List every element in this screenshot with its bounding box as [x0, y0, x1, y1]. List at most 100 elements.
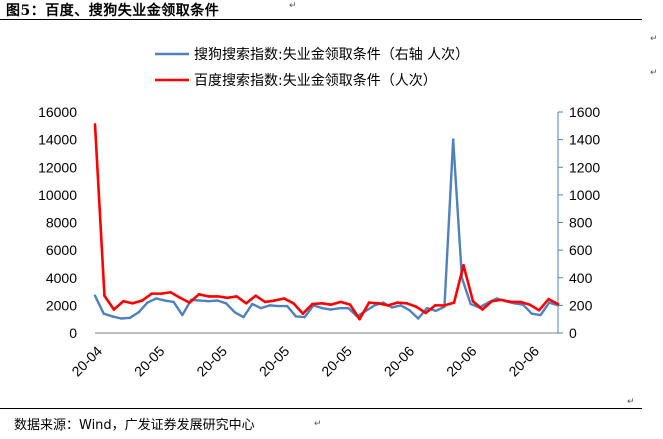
series-segment [462, 264, 475, 303]
legend-label-baidu: 百度搜索指数:失业金领取条件（人次） [194, 72, 437, 89]
series-segment [548, 301, 560, 307]
left-axis-tick-label: 10000 [38, 187, 77, 203]
series-segment [224, 302, 236, 314]
chart-legend: 搜狗搜索指数:失业金领取条件（右轴 人次） 百度搜索指数:失业金领取条件（人次） [155, 46, 469, 89]
right-axis-tick-label: 600 [569, 242, 593, 258]
series-segment [424, 304, 437, 315]
series-segment [188, 293, 201, 304]
series-segment [216, 299, 228, 305]
top-rule [0, 19, 642, 20]
series-segment [513, 302, 525, 306]
x-axis-tick-label: 20-06 [443, 343, 480, 380]
series-segment [131, 299, 144, 305]
series-segment [285, 304, 298, 318]
series-segment [169, 290, 182, 300]
series-segment [443, 138, 455, 308]
left-axis-tick-label: 4000 [46, 270, 77, 286]
x-axis-tick-label: 20-05 [256, 343, 293, 380]
series-segment [292, 302, 305, 315]
right-axis-tick-label: 400 [569, 270, 593, 286]
series-segment [303, 304, 315, 319]
series-segment [451, 138, 464, 279]
series-segment [547, 297, 560, 306]
series-segment [320, 302, 333, 306]
series-segment [399, 304, 411, 312]
right-axis-tick-label: 1000 [569, 187, 600, 203]
series-segment [390, 304, 402, 309]
right-axis-tick-label: 1600 [569, 104, 600, 120]
left-axis-tick-label: 16000 [38, 104, 77, 120]
series-segment [140, 292, 153, 302]
series-segment [500, 298, 513, 304]
series-segment [225, 295, 239, 300]
series-segment [242, 302, 254, 319]
series-segment [102, 312, 114, 318]
series-segment [259, 304, 271, 310]
series-segment [137, 301, 149, 314]
x-axis-tick-label: 20-05 [193, 343, 230, 380]
series-segment [443, 301, 456, 307]
x-axis-tick-label: 20-05 [131, 343, 168, 380]
series-segment [263, 299, 276, 304]
series-segment [159, 290, 172, 295]
left-axis-tick-label: 14000 [38, 132, 77, 148]
series-segment [518, 300, 531, 306]
series-segment [111, 315, 123, 320]
right-axis-tick-label: 1200 [569, 159, 600, 175]
left-axis-tick-label: 8000 [46, 215, 77, 231]
x-axis-tick-label: 20-04 [68, 343, 105, 380]
series-segment [294, 315, 306, 319]
series-segment [268, 304, 280, 308]
series-segment [452, 264, 465, 304]
series-segment [329, 300, 342, 306]
right-axis-tick-label: 0 [569, 325, 577, 341]
series-segment [93, 123, 106, 298]
series-segment [329, 306, 341, 311]
series-segment [207, 299, 219, 303]
right-axis-tick-label: 800 [569, 215, 593, 231]
paragraph-mark-icon: ↵ [650, 68, 658, 78]
paragraph-mark-icon: ↵ [650, 34, 658, 44]
series-segment [233, 311, 245, 319]
series-segment [235, 295, 248, 305]
series-segment [120, 316, 132, 320]
series-baidu [93, 123, 560, 321]
series-segment [386, 301, 399, 307]
series-segment [197, 293, 210, 298]
series-segment [311, 302, 324, 306]
series-segment [254, 294, 267, 304]
series-segment [367, 301, 380, 305]
series-segment [312, 304, 324, 310]
legend-label-sogou: 搜狗搜索指数:失业金领取条件（右轴 人次） [194, 46, 469, 63]
right-axis-tick-label: 200 [569, 297, 593, 313]
series-segment [481, 299, 494, 311]
left-axis-tick-label: 6000 [46, 242, 77, 258]
series-segment [103, 294, 116, 311]
series-segment [301, 302, 314, 315]
series-segment [377, 302, 390, 307]
line-chart: 搜狗搜索指数:失业金领取条件（右轴 人次） 百度搜索指数:失业金领取条件（人次）… [38, 46, 600, 379]
series-segment [348, 303, 361, 321]
figure-title: 图5：百度、搜狗失业金领取条件 [6, 3, 220, 19]
left-axis-tick-label: 2000 [46, 297, 77, 313]
series-segment [320, 306, 333, 311]
left-axis-tick-label: 12000 [38, 159, 77, 175]
series-segment [282, 297, 295, 305]
series-segment [530, 312, 542, 317]
chart-axes: 0 2000 4000 6000 8000 10000 12000 14000 16000 0 20… [38, 104, 600, 379]
series-segment [528, 303, 541, 312]
series-segment [172, 300, 184, 317]
series-segment [364, 304, 376, 313]
series-segment [396, 301, 409, 305]
series-segment [93, 294, 105, 315]
series-segment [408, 309, 420, 320]
paragraph-mark-icon: ↵ [289, 1, 297, 11]
series-segment [122, 299, 135, 305]
series-segment [471, 299, 484, 311]
data-source-note: 数据来源：Wind，广发证券发展研究中心 [14, 418, 255, 433]
series-segment [198, 299, 210, 303]
series-segment [414, 305, 428, 315]
series-segment [146, 297, 158, 304]
series-segment [490, 298, 503, 303]
x-axis-tick-label: 20-05 [318, 343, 355, 380]
